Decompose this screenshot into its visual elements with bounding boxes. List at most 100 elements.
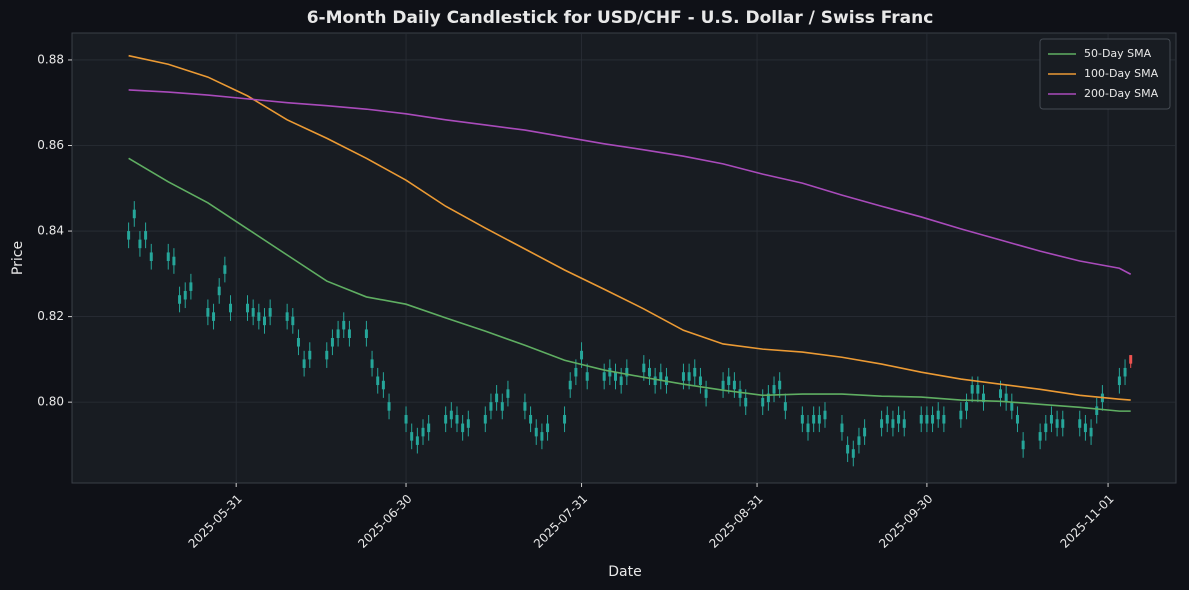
candle-body: [449, 410, 453, 420]
candle-body: [466, 419, 470, 428]
candle-body: [880, 419, 884, 428]
candle-body: [1083, 423, 1087, 433]
candle-body: [370, 359, 374, 368]
candle-body: [529, 414, 533, 424]
y-tick-label: 0.84: [37, 224, 64, 238]
candle-body: [568, 380, 572, 390]
candle-body: [1123, 367, 1127, 377]
sma-line: [128, 54, 1131, 401]
candle-body: [172, 256, 176, 266]
candle-body: [614, 372, 618, 381]
candle-body: [1044, 423, 1048, 433]
candle-body: [965, 402, 969, 411]
candle-body: [1055, 419, 1059, 428]
candle-body: [461, 423, 465, 433]
candle-body: [563, 414, 567, 424]
candle-body: [138, 239, 142, 249]
candle-body: [619, 376, 623, 386]
candle-body: [546, 423, 550, 433]
candle-body: [144, 231, 148, 240]
candle-body: [336, 329, 340, 338]
candle-body: [347, 329, 351, 338]
candle-body: [1010, 402, 1014, 411]
candle-body: [647, 367, 651, 377]
candle-body: [262, 316, 266, 326]
y-tick-label: 0.80: [37, 395, 64, 409]
candle-body: [580, 350, 584, 360]
candle-body: [212, 312, 216, 321]
y-tick-label: 0.86: [37, 138, 64, 152]
candle-body: [483, 414, 487, 424]
candle-body: [410, 432, 414, 441]
candle-body: [330, 337, 334, 347]
candle-body: [982, 393, 986, 403]
y-tick-label: 0.88: [37, 52, 64, 66]
y-tick-label: 0.82: [37, 309, 64, 323]
candle-body: [376, 376, 380, 386]
candle-body: [217, 286, 221, 296]
candle-body: [738, 389, 742, 398]
candle-body: [806, 423, 810, 433]
candle-body: [444, 414, 448, 424]
candle-body: [296, 337, 300, 347]
candle-body: [268, 308, 272, 317]
candle-body: [817, 414, 821, 424]
candle-body: [608, 367, 612, 377]
x-axis-label: Date: [608, 564, 641, 580]
candle-body: [166, 252, 170, 261]
candle-body: [291, 316, 295, 326]
candle-body: [404, 414, 408, 424]
candle-body: [1021, 440, 1025, 450]
candle-body: [183, 290, 187, 300]
candle-body: [761, 397, 765, 407]
candle-body: [489, 402, 493, 411]
candle-body: [744, 397, 748, 407]
y-axis-label: Price: [10, 241, 26, 275]
candle-body: [387, 402, 391, 411]
candle-body: [800, 414, 804, 424]
candle-body: [778, 380, 782, 390]
candle-body: [127, 231, 131, 240]
candle-body: [178, 295, 182, 304]
candle-body: [495, 393, 499, 403]
candle-body: [976, 385, 980, 394]
candle-body: [891, 419, 895, 428]
sma-line: [128, 157, 1131, 412]
candle-body: [897, 414, 901, 424]
candle-body: [783, 402, 787, 411]
candle-body: [857, 436, 861, 445]
candle-body: [727, 376, 731, 386]
candle-body: [693, 367, 697, 377]
candle-body: [885, 414, 889, 424]
legend-label: 100-Day SMA: [1084, 67, 1159, 80]
candle-body: [642, 363, 646, 373]
candle-body: [251, 308, 255, 317]
candle-body: [189, 282, 193, 291]
candle-body: [534, 427, 538, 437]
candle-body: [308, 350, 312, 360]
candle-body: [653, 376, 657, 386]
candle-body: [840, 423, 844, 433]
candle-body: [863, 427, 867, 437]
candle-body: [1038, 432, 1042, 441]
candle-body: [902, 419, 906, 428]
legend-label: 200-Day SMA: [1084, 87, 1159, 100]
candle-body: [574, 367, 578, 377]
candle-body: [1061, 419, 1065, 428]
candle-body: [1095, 406, 1099, 415]
candle-body: [970, 385, 974, 394]
candle-body: [772, 385, 776, 394]
candle-body: [500, 402, 504, 411]
candle-body: [823, 410, 827, 420]
candle-body: [851, 449, 855, 458]
candle-body: [942, 414, 946, 424]
candle-body: [766, 393, 770, 403]
candle-body: [687, 372, 691, 381]
candle-body: [1117, 376, 1121, 386]
candle-body: [936, 410, 940, 420]
candle-body: [302, 359, 306, 368]
candle-body: [540, 432, 544, 441]
sma-line: [128, 89, 1132, 275]
candle-body: [364, 329, 368, 338]
candle-body: [342, 320, 346, 330]
